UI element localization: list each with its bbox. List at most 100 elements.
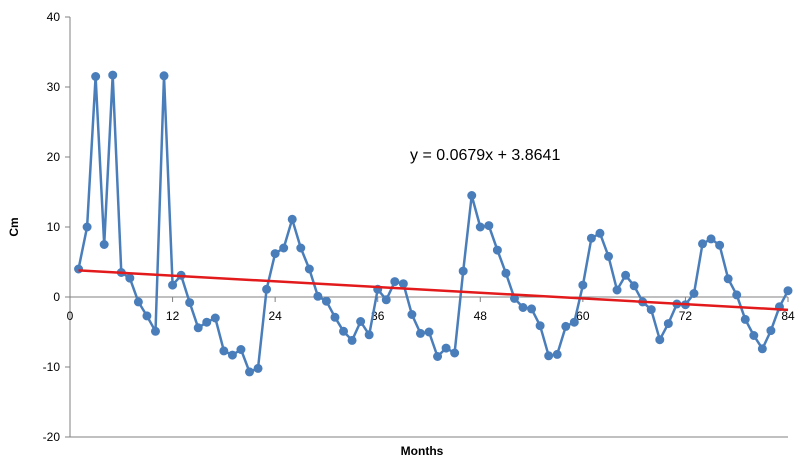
- x-tick-label: 84: [781, 309, 795, 323]
- data-point: [91, 72, 101, 81]
- data-point: [236, 345, 246, 354]
- series: [74, 70, 793, 377]
- data-point: [569, 317, 579, 327]
- data-point: [424, 327, 434, 337]
- data-point: [287, 214, 297, 224]
- data-point: [595, 228, 605, 238]
- data-point: [82, 222, 92, 232]
- data-point: [313, 291, 323, 301]
- x-tick-label: 48: [474, 309, 488, 323]
- data-point: [193, 323, 203, 333]
- data-point: [655, 335, 665, 345]
- data-point: [492, 245, 502, 255]
- x-tick-label: 0: [67, 309, 74, 323]
- data-point: [168, 280, 178, 290]
- data-point: [125, 273, 135, 283]
- data-point: [458, 266, 468, 276]
- data-point: [527, 304, 537, 314]
- data-point: [339, 326, 349, 336]
- data-point: [561, 321, 571, 331]
- data-point: [612, 285, 622, 295]
- x-tick-label: 12: [166, 309, 180, 323]
- data-point: [245, 367, 254, 377]
- y-tick-label: 0: [53, 290, 60, 304]
- data-point: [279, 243, 289, 253]
- data-point: [552, 349, 562, 359]
- data-point: [518, 303, 528, 312]
- data-point: [441, 343, 451, 353]
- data-point: [604, 251, 613, 261]
- data-point: [689, 289, 699, 298]
- data-point: [484, 221, 494, 231]
- data-point: [783, 286, 793, 296]
- data-point: [227, 350, 237, 360]
- trendline-layer: [78, 269, 789, 312]
- y-tick-label: 20: [47, 150, 61, 164]
- plot-area: [69, 17, 788, 438]
- data-point: [433, 352, 443, 361]
- data-point: [390, 277, 400, 287]
- trendline-equation: y = 0.0679x + 3.8641: [410, 147, 560, 164]
- data-point: [304, 264, 314, 274]
- data-point: [296, 243, 306, 253]
- data-point: [621, 270, 631, 280]
- y-tick-label: -20: [43, 430, 61, 444]
- data-point: [629, 281, 639, 291]
- y-tick-label: -10: [43, 360, 61, 374]
- data-point: [356, 317, 366, 326]
- data-point: [723, 274, 733, 284]
- x-axis-title: Months: [401, 444, 444, 458]
- data-point: [415, 328, 425, 338]
- data-point: [381, 295, 391, 305]
- data-point: [99, 240, 109, 249]
- data-point: [475, 222, 485, 232]
- data-point: [150, 326, 160, 336]
- data-point: [706, 234, 716, 244]
- x-axis: 0 12 24 36 48 60 72 84: [67, 296, 795, 323]
- y-tick-label: 40: [47, 10, 61, 24]
- data-point: [740, 314, 750, 324]
- data-point: [646, 305, 656, 315]
- data-point: [142, 311, 152, 321]
- series-line: [77, 73, 790, 374]
- data-point: [467, 191, 477, 200]
- x-tick-label: 60: [576, 309, 590, 323]
- data-point: [262, 284, 272, 294]
- x-tick-label: 24: [268, 309, 282, 323]
- data-point: [715, 240, 725, 250]
- y-axis: -20 -10 0 10 20 30 40: [43, 10, 70, 444]
- data-point: [732, 290, 742, 300]
- data-point: [133, 297, 143, 307]
- data-point: [159, 71, 169, 81]
- data-point: [202, 317, 212, 327]
- data-point: [347, 335, 357, 345]
- data-point: [450, 348, 460, 358]
- data-point: [407, 310, 417, 319]
- data-point: [578, 280, 588, 290]
- data-point: [270, 249, 280, 259]
- y-tick-label: 30: [47, 80, 61, 94]
- data-point: [330, 312, 340, 322]
- data-point: [663, 319, 673, 329]
- data-point: [501, 268, 511, 278]
- data-point: [108, 70, 118, 80]
- data-point: [698, 239, 708, 249]
- data-point: [766, 326, 776, 336]
- data-point: [364, 330, 374, 340]
- data-point: [544, 351, 554, 361]
- data-point: [749, 331, 759, 340]
- data-point: [586, 233, 596, 243]
- data-point: [398, 279, 408, 289]
- data-point: [210, 313, 220, 323]
- x-tick-label: 72: [679, 309, 693, 323]
- data-point: [253, 363, 263, 373]
- data-point: [757, 344, 767, 354]
- data-point: [535, 321, 545, 331]
- y-tick-label: 10: [47, 220, 61, 234]
- y-axis-title: Cm: [7, 217, 21, 236]
- data-point: [321, 296, 331, 306]
- data-point: [219, 346, 229, 356]
- data-point: [185, 298, 195, 308]
- trendline: [78, 269, 789, 312]
